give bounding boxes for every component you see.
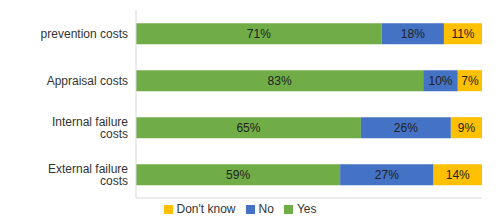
html-text:Yes: Yes: [296, 202, 317, 216]
svg-text:11%: 11%: [451, 27, 474, 41]
html-text:Don't know: Don't know: [176, 202, 236, 216]
svg-text:14%: 14%: [446, 168, 470, 182]
svg-text:External failurecosts: External failurecosts: [48, 162, 128, 188]
svg-text:26%: 26%: [394, 121, 418, 135]
svg-text:59%: 59%: [226, 168, 250, 182]
svg-text:18%: 18%: [401, 27, 425, 41]
svg-text:83%: 83%: [268, 74, 292, 88]
svg-text:7%: 7%: [461, 74, 479, 88]
html-text:No: No: [258, 202, 274, 216]
svg-text:9%: 9%: [458, 121, 476, 135]
svg-text:71%: 71%: [247, 27, 271, 41]
svg-text:27%: 27%: [375, 168, 399, 182]
svg-text:65%: 65%: [236, 121, 260, 135]
svg-text:prevention costs: prevention costs: [41, 27, 128, 41]
svg-text:Internal failurecosts: Internal failurecosts: [52, 115, 128, 141]
svg-text:Appraisal costs: Appraisal costs: [47, 74, 128, 88]
svg-text:10%: 10%: [428, 74, 452, 88]
